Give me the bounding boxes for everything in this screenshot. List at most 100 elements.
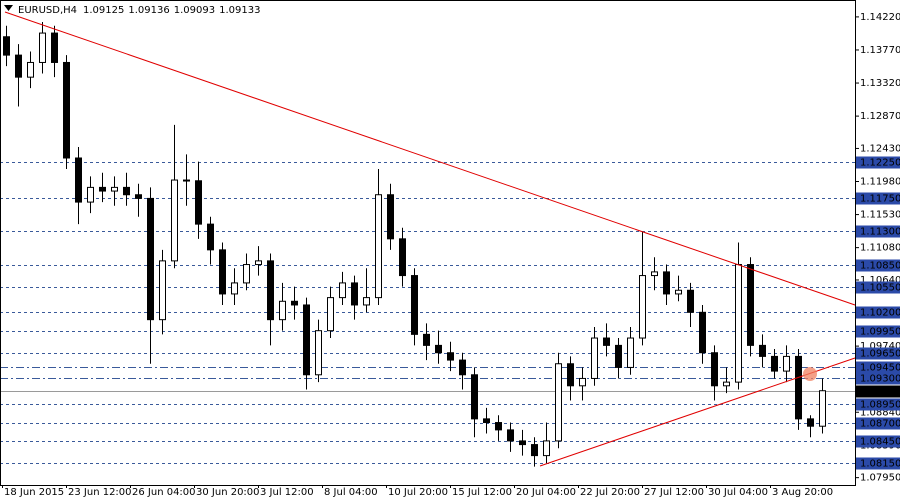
level-label: 1.10550 bbox=[860, 283, 900, 294]
candle-body bbox=[27, 61, 34, 78]
candle-body bbox=[759, 344, 766, 357]
candle-body bbox=[675, 289, 682, 295]
y-tick-label: 1.13320 bbox=[860, 78, 900, 89]
level-box bbox=[856, 259, 900, 272]
candle-body bbox=[807, 418, 814, 427]
level-label: 1.08950 bbox=[860, 400, 900, 411]
candle-body bbox=[399, 238, 406, 277]
candle-body bbox=[603, 337, 610, 346]
plot-border bbox=[0, 0, 856, 486]
level-label: 1.11300 bbox=[860, 227, 900, 238]
candle-body bbox=[627, 337, 634, 368]
candle-body bbox=[555, 363, 562, 442]
candle-body bbox=[3, 36, 10, 56]
level-label: 1.09450 bbox=[860, 363, 900, 374]
price-box bbox=[856, 385, 900, 398]
candle-body bbox=[207, 223, 214, 251]
candle-body bbox=[747, 264, 754, 346]
candle-body bbox=[687, 289, 694, 313]
candle-body bbox=[327, 297, 334, 332]
candle-body bbox=[135, 194, 142, 199]
candle-body bbox=[591, 337, 598, 379]
level-label: 1.09300 bbox=[860, 374, 900, 385]
highlight-marker bbox=[803, 367, 817, 381]
level-box bbox=[856, 398, 900, 411]
candle-body bbox=[387, 194, 394, 240]
x-tick-label: 15 Jul 12:00 bbox=[452, 487, 512, 498]
level-box bbox=[856, 417, 900, 430]
y-tick-label: 1.12870 bbox=[860, 111, 900, 122]
axes: 1.14220 1.13770 1.13320 1.12870 1.12430 1.119… bbox=[2, 12, 900, 498]
y-tick-label: 1.10640 bbox=[860, 275, 900, 286]
level-box bbox=[856, 192, 900, 205]
x-tick-label: 22 Jul 20:00 bbox=[580, 487, 640, 498]
level-label: 1.08450 bbox=[860, 437, 900, 448]
x-tick-label: 26 Jun 04:00 bbox=[132, 487, 196, 498]
candle-body bbox=[279, 300, 286, 321]
candle-body bbox=[363, 297, 370, 306]
ohlc-value: 1.09133 bbox=[219, 5, 260, 16]
level-box bbox=[856, 435, 900, 448]
candle-body bbox=[423, 333, 430, 346]
level-box bbox=[856, 372, 900, 385]
candle-body bbox=[267, 260, 274, 321]
candle-body bbox=[195, 180, 202, 225]
candle-body bbox=[15, 54, 22, 78]
level-box bbox=[856, 457, 900, 470]
y-tick-label: 1.11980 bbox=[860, 177, 900, 188]
candle-body bbox=[723, 381, 730, 387]
candles bbox=[3, 22, 826, 467]
level-label: 1.09650 bbox=[860, 349, 900, 360]
x-tick-label: 30 Jul 04:00 bbox=[708, 487, 768, 498]
y-tick-label: 1.11080 bbox=[860, 243, 900, 254]
ohlc-value: 1.09093 bbox=[174, 5, 215, 16]
trend-line bbox=[539, 357, 856, 467]
levels bbox=[0, 162, 855, 464]
level-box bbox=[856, 361, 900, 374]
candle-body bbox=[711, 352, 718, 387]
symbol-icon bbox=[4, 5, 13, 11]
candle-body bbox=[75, 157, 82, 203]
candle-body bbox=[651, 271, 658, 277]
y-tick-label: 1.14220 bbox=[860, 12, 900, 23]
y-tick-label: 1.12430 bbox=[860, 143, 900, 154]
level-box bbox=[856, 156, 900, 169]
x-tick-label: 23 Jun 12:00 bbox=[68, 487, 132, 498]
y-tick-label: 1.09740 bbox=[860, 341, 900, 352]
candle-body bbox=[471, 374, 478, 420]
candle-body bbox=[123, 186, 130, 196]
candle-body bbox=[87, 186, 94, 203]
candle-body bbox=[579, 377, 586, 387]
candle-body bbox=[255, 260, 262, 266]
candle-body bbox=[243, 264, 250, 284]
candle-body bbox=[111, 186, 118, 192]
y-tick-label: 1.13770 bbox=[860, 45, 900, 56]
candle-body bbox=[567, 363, 574, 387]
symbol: EURUSD,H4 bbox=[18, 5, 77, 16]
level-label: 1.08700 bbox=[860, 419, 900, 430]
level-box bbox=[856, 325, 900, 338]
x-tick-label: 8 Jul 04:00 bbox=[324, 487, 378, 498]
x-tick-label: 3 Jul 12:00 bbox=[260, 487, 314, 498]
level-label: 1.10200 bbox=[860, 308, 900, 319]
level-box bbox=[856, 225, 900, 238]
candle-body bbox=[783, 355, 790, 372]
candle-body bbox=[519, 440, 526, 446]
candle-body bbox=[315, 330, 322, 376]
trend-line bbox=[4, 11, 856, 306]
x-tick-label: 20 Jul 04:00 bbox=[516, 487, 576, 498]
candle-body bbox=[231, 282, 238, 295]
candle-body bbox=[291, 300, 298, 306]
level-label: 1.12250 bbox=[860, 158, 900, 169]
candle-body bbox=[615, 344, 622, 368]
candle-body bbox=[219, 249, 226, 295]
candle-body bbox=[735, 264, 742, 383]
y-tick-label: 1.11530 bbox=[860, 210, 900, 221]
level-box bbox=[856, 306, 900, 319]
candle-body bbox=[183, 179, 190, 182]
candle-body bbox=[303, 304, 310, 376]
candle-body bbox=[795, 355, 802, 420]
candle-body bbox=[699, 311, 706, 354]
